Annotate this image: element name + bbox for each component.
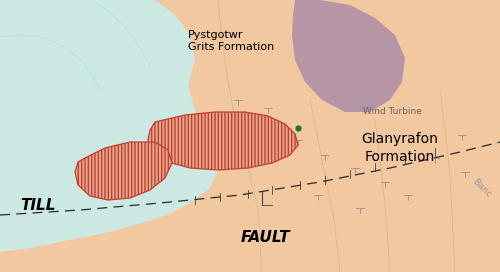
Text: Pystgotwr
Grits Formation: Pystgotwr Grits Formation <box>188 30 274 52</box>
Text: Banc: Banc <box>471 177 493 199</box>
Text: TILL: TILL <box>20 197 56 212</box>
Polygon shape <box>148 112 298 170</box>
Polygon shape <box>0 0 218 272</box>
Polygon shape <box>292 0 405 112</box>
Text: Glanyrafon
Formation: Glanyrafon Formation <box>362 132 438 164</box>
Text: FAULT: FAULT <box>240 230 290 245</box>
Text: Wind Turbine: Wind Turbine <box>363 107 422 116</box>
Polygon shape <box>75 142 172 200</box>
